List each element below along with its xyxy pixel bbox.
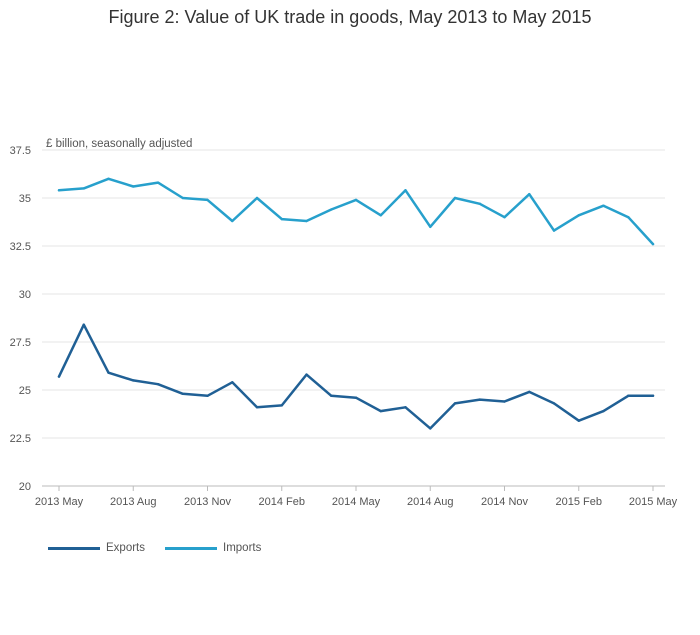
data-point-imports[interactable] [651, 242, 655, 246]
data-point-exports[interactable] [552, 402, 556, 405]
y-tick-label: 32.5 [10, 241, 31, 253]
data-point-imports[interactable] [379, 214, 382, 217]
data-point-exports[interactable] [379, 409, 382, 413]
data-point-imports[interactable] [305, 219, 308, 223]
y-tick-label: 37.5 [10, 145, 31, 157]
x-axis-ticks: 2013 May 2013 Aug 2013 Nov 2014 Feb 2014 May… [35, 486, 678, 508]
data-point-imports[interactable] [503, 216, 506, 219]
x-tick-label: 2013 Nov [184, 496, 232, 508]
y-tick-label: 22.5 [10, 433, 31, 445]
legend-item-imports[interactable]: Imports [165, 542, 261, 554]
series-line-imports[interactable] [57, 177, 655, 246]
x-tick-label: 2014 Aug [407, 496, 454, 508]
data-point-exports[interactable] [354, 396, 358, 399]
data-point-imports[interactable] [528, 192, 531, 196]
y-tick-label: 30 [19, 289, 31, 301]
legend-item-exports[interactable]: Exports [48, 542, 145, 554]
y-axis-ticks: 20 22.5 25 27.5 30 32.5 35 37.5 [10, 145, 31, 493]
y-tick-label: 27.5 [10, 337, 31, 349]
x-tick-label: 2014 Nov [481, 496, 529, 508]
legend-label-imports: Imports [223, 542, 262, 554]
data-point-exports[interactable] [280, 404, 283, 407]
data-point-imports[interactable] [181, 196, 184, 200]
data-point-imports[interactable] [280, 217, 283, 221]
data-point-exports[interactable] [57, 375, 61, 378]
data-point-exports[interactable] [231, 381, 234, 384]
data-point-imports[interactable] [577, 214, 580, 217]
data-point-imports[interactable] [602, 204, 605, 207]
y-tick-label: 25 [19, 385, 31, 397]
series-line-exports[interactable] [57, 323, 655, 430]
data-point-exports[interactable] [181, 392, 184, 396]
data-point-imports[interactable] [255, 196, 259, 200]
data-point-exports[interactable] [82, 323, 85, 326]
data-point-exports[interactable] [330, 394, 333, 397]
data-point-imports[interactable] [429, 225, 432, 228]
data-point-exports[interactable] [132, 379, 135, 382]
data-point-imports[interactable] [206, 198, 209, 202]
data-point-exports[interactable] [627, 394, 630, 397]
data-point-imports[interactable] [453, 196, 457, 200]
x-tick-label: 2014 Feb [259, 496, 305, 508]
data-point-exports[interactable] [478, 398, 481, 401]
x-tick-label: 2013 Aug [110, 496, 157, 508]
data-point-imports[interactable] [478, 202, 481, 205]
x-tick-label: 2015 Feb [556, 496, 602, 508]
x-tick-label: 2013 May [35, 496, 84, 508]
data-point-exports[interactable] [206, 394, 209, 397]
data-point-exports[interactable] [602, 409, 605, 413]
data-point-exports[interactable] [305, 373, 308, 376]
data-point-imports[interactable] [107, 177, 110, 180]
data-point-exports[interactable] [503, 400, 506, 403]
legend: Exports Imports [48, 542, 261, 554]
x-tick-label: 2015 May [629, 496, 678, 508]
data-point-exports[interactable] [404, 406, 407, 409]
data-point-imports[interactable] [354, 198, 358, 202]
data-point-imports[interactable] [132, 185, 135, 188]
y-tick-label: 20 [19, 481, 31, 493]
data-point-imports[interactable] [627, 216, 630, 219]
data-point-exports[interactable] [255, 406, 259, 409]
data-point-exports[interactable] [453, 402, 457, 405]
data-point-imports[interactable] [82, 187, 85, 190]
data-point-exports[interactable] [107, 371, 110, 374]
data-point-exports[interactable] [156, 383, 160, 386]
data-point-exports[interactable] [577, 419, 580, 422]
y-tick-label: 35 [19, 193, 31, 205]
data-point-imports[interactable] [231, 219, 234, 223]
legend-swatch-exports [48, 546, 100, 550]
data-point-imports[interactable] [404, 189, 407, 192]
data-point-imports[interactable] [156, 181, 160, 184]
data-point-exports[interactable] [429, 427, 432, 430]
legend-swatch-imports [165, 546, 217, 550]
series-lines [57, 177, 655, 430]
chart-title: Figure 2: Value of UK trade in goods, Ma… [108, 7, 592, 27]
data-point-imports[interactable] [330, 208, 333, 211]
data-point-imports[interactable] [552, 229, 556, 232]
gridlines [42, 149, 665, 487]
data-point-imports[interactable] [57, 189, 61, 192]
x-tick-label: 2014 May [332, 496, 381, 508]
legend-label-exports: Exports [106, 542, 145, 554]
data-point-exports[interactable] [528, 390, 531, 394]
y-axis-unit-label: £ billion, seasonally adjusted [46, 138, 192, 150]
data-point-exports[interactable] [651, 394, 655, 397]
